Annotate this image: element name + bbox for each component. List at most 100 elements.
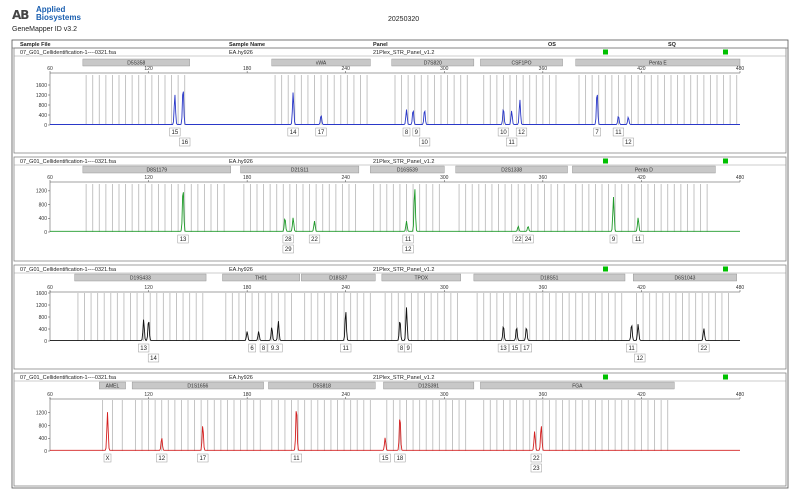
marker-label: Penta E bbox=[649, 61, 667, 67]
allele-call-label: 12 bbox=[405, 247, 412, 253]
x-tick-label: 420 bbox=[637, 175, 646, 181]
allele-call-label: 13 bbox=[180, 237, 187, 243]
sq-quality-flag bbox=[723, 158, 728, 164]
marker-label: D19S433 bbox=[130, 276, 151, 282]
allele-call-box bbox=[522, 234, 534, 244]
x-tick-label: 180 bbox=[243, 66, 252, 72]
allele-call-label: 18 bbox=[397, 456, 404, 462]
y-tick-label: 0 bbox=[44, 449, 47, 455]
allele-call-box bbox=[520, 343, 532, 353]
allele-call-box bbox=[394, 453, 406, 463]
x-tick-label: 240 bbox=[342, 175, 351, 181]
marker-bar-d5s358 bbox=[82, 58, 190, 67]
trace-blue bbox=[50, 91, 740, 125]
x-tick-label: 120 bbox=[144, 285, 153, 291]
column-header-sample-name: Sample Name bbox=[229, 42, 266, 48]
logo-line-2: Biosystems bbox=[36, 13, 81, 22]
marker-label: Penta D bbox=[635, 168, 653, 174]
marker-bar-csf1po bbox=[480, 58, 563, 67]
allele-call-box bbox=[103, 453, 112, 463]
marker-label: D6S1043 bbox=[675, 276, 696, 282]
x-tick-label: 360 bbox=[539, 175, 548, 181]
allele-call-box bbox=[626, 343, 638, 353]
allele-call-box bbox=[404, 343, 412, 353]
allele-call-label: 15 bbox=[382, 456, 389, 462]
allele-call-label: 17 bbox=[523, 346, 530, 352]
y-tick-label: 400 bbox=[39, 216, 48, 222]
x-tick-label: 180 bbox=[243, 175, 252, 181]
marker-bar-d19s433 bbox=[74, 273, 207, 282]
marker-bar-tpox bbox=[381, 273, 461, 282]
app-version: GeneMapper ID v3.2 bbox=[12, 26, 77, 33]
allele-call-box bbox=[179, 137, 191, 147]
y-tick-label: 400 bbox=[39, 327, 48, 333]
allele-call-box bbox=[315, 127, 327, 137]
logo-line-1: Applied bbox=[36, 5, 66, 14]
allele-call-label: 17 bbox=[318, 130, 325, 136]
x-tick-label: 180 bbox=[243, 285, 252, 291]
dye-panel-green: 07_G01_Cellidentification-1----0321.fsa E… bbox=[13, 156, 787, 262]
marker-bar-d18s51 bbox=[473, 273, 626, 282]
os-quality-flag bbox=[603, 266, 608, 272]
dye-panel-red: 07_G01_Cellidentification-1----0321.fsa E… bbox=[13, 372, 787, 487]
sq-quality-flag bbox=[723, 49, 728, 55]
x-tick-label: 120 bbox=[144, 392, 153, 398]
allele-call-label: 8 bbox=[405, 130, 409, 136]
marker-bar-d8s1179 bbox=[82, 165, 231, 174]
marker-bar-penta-e bbox=[575, 58, 741, 67]
company-logo-text: Applied Biosystems bbox=[36, 6, 81, 22]
allele-call-box bbox=[530, 453, 542, 463]
y-tick-label: 0 bbox=[44, 230, 47, 236]
allele-call-label: 9 bbox=[612, 237, 616, 243]
marker-bar-d1s1656 bbox=[131, 381, 264, 390]
allele-call-label: 22 bbox=[701, 346, 708, 352]
sample-file-name: 07_G01_Cellidentification-1----0321.fsa bbox=[20, 375, 117, 381]
allele-call-box bbox=[622, 137, 634, 147]
allele-call-label: 22 bbox=[311, 237, 318, 243]
allele-call-label: 9 bbox=[406, 346, 410, 352]
allele-call-label: 29 bbox=[285, 247, 292, 253]
panel-frame bbox=[13, 372, 787, 487]
y-tick-label: 800 bbox=[39, 423, 48, 429]
marker-label: TH01 bbox=[255, 276, 267, 282]
x-tick-label: 300 bbox=[440, 66, 449, 72]
allele-call-box bbox=[509, 343, 521, 353]
allele-call-box bbox=[248, 343, 256, 353]
allele-call-box bbox=[169, 127, 181, 137]
allele-call-label: 11 bbox=[628, 346, 635, 352]
marker-bar-d6s1043 bbox=[633, 273, 737, 282]
allele-call-box bbox=[282, 244, 294, 254]
x-tick-label: 120 bbox=[144, 66, 153, 72]
marker-label: CSF1PO bbox=[511, 61, 531, 67]
panel-name: 21Plex_STR_Panel_v1.2 bbox=[373, 159, 434, 165]
allele-call-box bbox=[138, 343, 150, 353]
allele-call-label: 11 bbox=[635, 237, 642, 243]
marker-label: D12S391 bbox=[418, 384, 439, 390]
allele-call-box bbox=[412, 127, 421, 137]
sample-name: EA.hy926 bbox=[229, 267, 253, 273]
marker-bar-amel bbox=[99, 381, 126, 390]
marker-label: D21S11 bbox=[291, 168, 309, 174]
trace-green bbox=[50, 189, 740, 232]
x-tick-label: 60 bbox=[47, 175, 53, 181]
allele-call-label: 24 bbox=[525, 237, 532, 243]
y-tick-label: 1200 bbox=[36, 93, 47, 99]
marker-bar-d18s37 bbox=[301, 273, 376, 282]
panel-frame bbox=[13, 156, 787, 262]
allele-call-box bbox=[632, 234, 644, 244]
x-tick-label: 60 bbox=[47, 392, 53, 398]
column-header-sq: SQ bbox=[668, 42, 676, 48]
sq-quality-flag bbox=[723, 266, 728, 272]
panel-frame bbox=[13, 264, 787, 370]
allele-call-label: 28 bbox=[285, 237, 292, 243]
allele-call-box bbox=[530, 463, 542, 473]
x-tick-label: 420 bbox=[637, 392, 646, 398]
allele-call-box bbox=[282, 234, 294, 244]
sample-name: EA.hy926 bbox=[229, 375, 253, 381]
allele-call-box bbox=[402, 244, 414, 254]
marker-label: D18S51 bbox=[540, 276, 558, 282]
y-tick-label: 1600 bbox=[36, 83, 47, 89]
allele-call-label: 15 bbox=[512, 346, 519, 352]
sample-file-name: 07_G01_Cellidentification-1----0321.fsa bbox=[20, 159, 117, 165]
